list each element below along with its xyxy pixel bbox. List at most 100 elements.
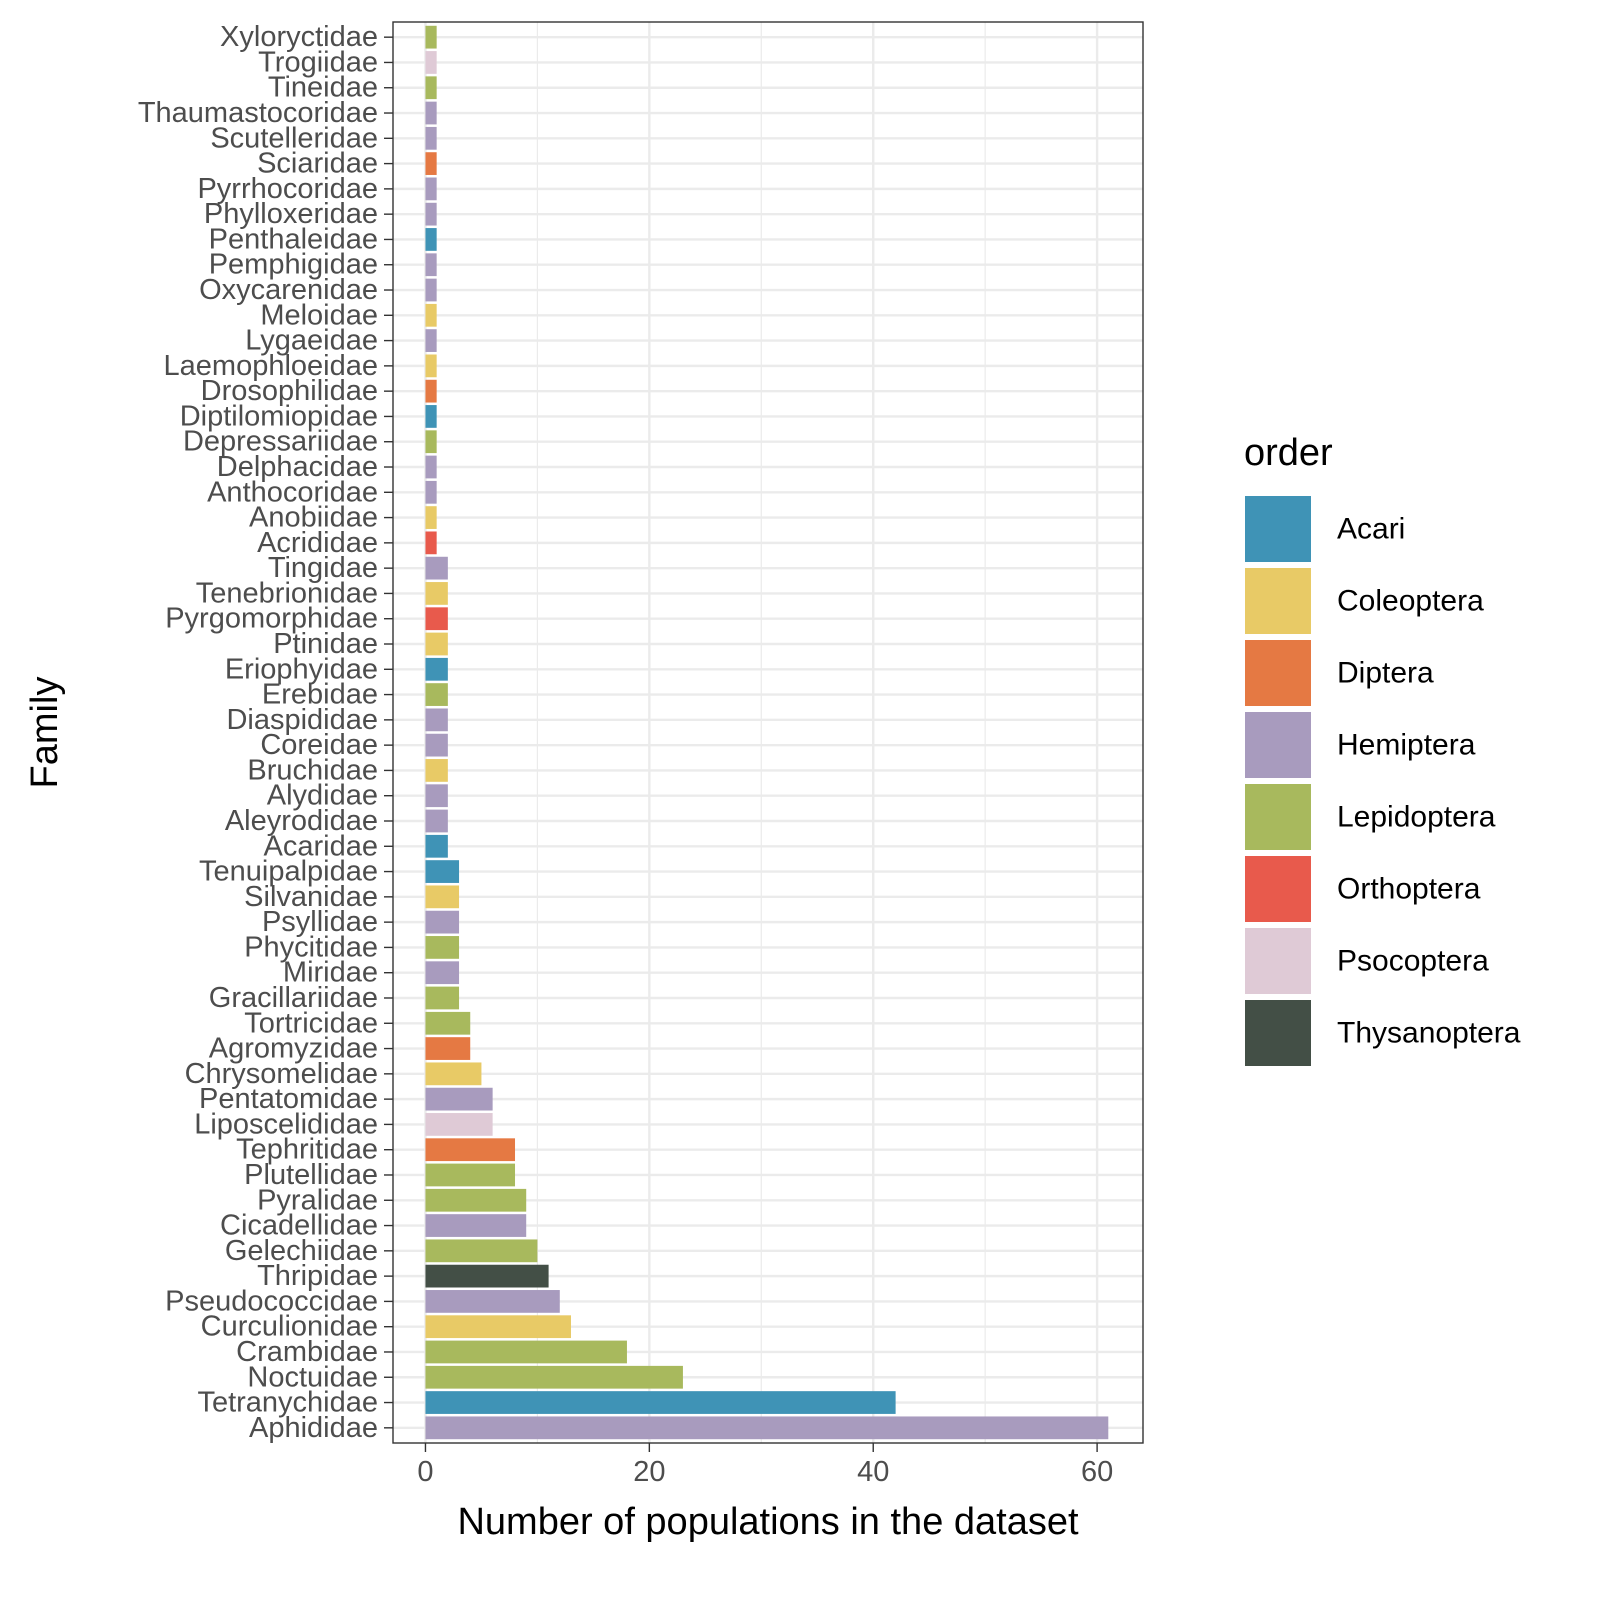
bar-acrididae	[425, 531, 437, 555]
x-tick-label: 60	[1081, 1456, 1113, 1488]
legend-label-coleoptera: Coleoptera	[1337, 585, 1484, 618]
legend-title: order	[1244, 432, 1333, 474]
y-tick-label: Acaridae	[264, 830, 378, 862]
x-tick-label: 40	[857, 1456, 889, 1488]
bar-pentatomidae	[425, 1087, 493, 1111]
bar-liposcelididae	[425, 1113, 493, 1136]
y-tick-label: Aphididae	[249, 1412, 378, 1444]
y-tick-label: Trogiidae	[258, 46, 378, 78]
y-tick-label: Plutellidae	[244, 1159, 378, 1191]
bar-eriophyidae	[425, 657, 448, 681]
bar-tingidae	[425, 556, 448, 580]
legend-label-lepidoptera: Lepidoptera	[1337, 801, 1496, 834]
bar-sciaridae	[425, 152, 437, 175]
legend-key-acari	[1245, 496, 1311, 562]
y-tick-label: Gracillariidae	[209, 982, 378, 1014]
legend-label-orthoptera: Orthoptera	[1337, 873, 1481, 906]
bar-acaridae	[425, 834, 448, 858]
bar-tenebrionidae	[425, 582, 448, 605]
legend-key-hemiptera	[1245, 712, 1311, 778]
legend-key-thysanoptera	[1245, 1000, 1311, 1066]
y-tick-label: Silvanidae	[244, 881, 378, 913]
bar-psyllidae	[425, 910, 460, 934]
bar-chrysomelidae	[425, 1062, 482, 1086]
y-tick-label: Pyralidae	[257, 1184, 378, 1216]
bar-meloidae	[425, 303, 437, 327]
y-tick-label: Anthocoridae	[207, 476, 378, 508]
y-tick-label: Ptinidae	[273, 628, 378, 660]
bar-scutelleridae	[425, 126, 437, 150]
y-tick-label: Acrididae	[257, 527, 378, 559]
bar-pyrgomorphidae	[425, 607, 448, 631]
bar-phylloxeridae	[425, 202, 437, 226]
bar-alydidae	[425, 784, 448, 808]
y-tick-label: Alydidae	[267, 780, 378, 812]
y-tick-label: Meloidae	[260, 299, 378, 331]
y-tick-label: Anobiidae	[249, 502, 378, 534]
y-tick-label: Tephritidae	[236, 1134, 378, 1166]
bar-pemphigidae	[425, 253, 437, 277]
bar-crambidae	[425, 1340, 627, 1364]
y-tick-label: Tetranychidae	[197, 1387, 378, 1419]
legend-label-hemiptera: Hemiptera	[1337, 729, 1476, 762]
bar-tineidae	[425, 76, 437, 100]
bar-tetranychidae	[425, 1391, 896, 1414]
bar-aphididae	[425, 1416, 1109, 1440]
y-tick-label: Thripidae	[257, 1260, 378, 1292]
bar-phycitidae	[425, 936, 460, 959]
bar-erebidae	[425, 683, 448, 706]
y-tick-label: Chrysomelidae	[185, 1058, 378, 1090]
legend-label-acari: Acari	[1337, 513, 1405, 546]
y-tick-label: Noctuidae	[247, 1361, 378, 1393]
bar-oxycarenidae	[425, 278, 437, 302]
bar-agromyzidae	[425, 1037, 471, 1060]
y-tick-label: Tortricidae	[244, 1007, 378, 1039]
legend-label-diptera: Diptera	[1337, 657, 1434, 690]
legend-label-psocoptera: Psocoptera	[1337, 945, 1489, 978]
y-tick-label: Phycitidae	[244, 931, 378, 963]
y-tick-label: Pyrgomorphidae	[165, 603, 378, 635]
y-tick-label: Tineidae	[268, 72, 378, 104]
bar-miridae	[425, 961, 460, 985]
bar-gelechiidae	[425, 1239, 538, 1263]
legend-key-orthoptera	[1245, 856, 1311, 922]
bar-curculionidae	[425, 1315, 571, 1339]
y-tick-label: Penthaleidae	[209, 223, 378, 255]
legend-key-diptera	[1245, 640, 1311, 706]
y-axis: XyloryctidaeTrogiidaeTineidaeThaumastoco…	[138, 21, 393, 1444]
y-tick-label: Pyrrhocoridae	[197, 173, 378, 205]
y-tick-label: Coreidae	[260, 729, 378, 761]
bar-ptinidae	[425, 632, 448, 656]
bar-coreidae	[425, 733, 448, 757]
bar-pyralidae	[425, 1188, 527, 1212]
y-tick-label: Aleyrodidae	[225, 805, 378, 837]
y-tick-label: Xyloryctidae	[220, 21, 378, 53]
y-tick-label: Oxycarenidae	[199, 274, 378, 306]
y-tick-label: Thaumastocoridae	[138, 97, 378, 129]
y-tick-label: Lygaeidae	[245, 325, 378, 357]
legend-key-coleoptera	[1245, 568, 1311, 634]
bar-anthocoridae	[425, 480, 437, 504]
y-tick-label: Tingidae	[268, 552, 378, 584]
y-tick-label: Drosophilidae	[201, 375, 378, 407]
bar-diaspididae	[425, 708, 448, 732]
legend-key-lepidoptera	[1245, 784, 1311, 850]
y-tick-label: Diaspididae	[226, 704, 378, 736]
bar-drosophilidae	[425, 379, 437, 403]
y-tick-label: Miridae	[283, 957, 378, 989]
bar-silvanidae	[425, 885, 460, 909]
bar-laemophloeidae	[425, 354, 437, 378]
y-tick-label: Agromyzidae	[209, 1033, 378, 1065]
bar-noctuidae	[425, 1365, 683, 1389]
y-tick-label: Pentatomidae	[199, 1083, 378, 1115]
bars	[425, 25, 1109, 1440]
bar-gracillariidae	[425, 986, 460, 1010]
y-tick-label: Curculionidae	[201, 1311, 378, 1343]
y-tick-label: Scutelleridae	[210, 122, 378, 154]
bar-anobiidae	[425, 506, 437, 529]
bar-penthaleidae	[425, 228, 437, 251]
y-tick-label: Delphacidae	[217, 451, 378, 483]
bar-pyrrhocoridae	[425, 177, 437, 201]
